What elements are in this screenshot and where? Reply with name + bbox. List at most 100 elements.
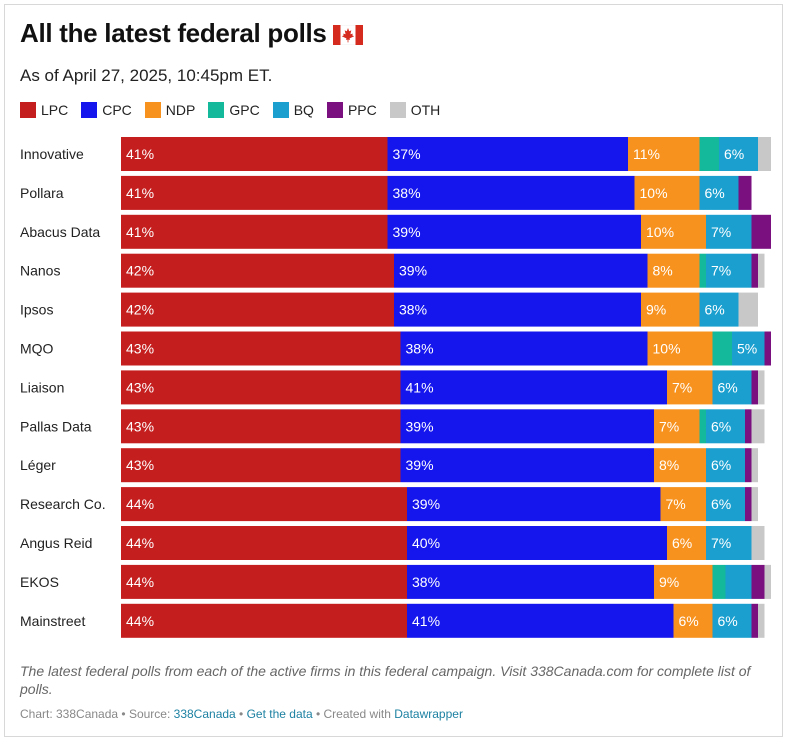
bar-lpc-l-ger <box>121 448 401 483</box>
bar-lpc-innovative <box>121 137 388 171</box>
data-label-lpc-liaison: 43% <box>126 379 154 395</box>
bar-ndp-innovative <box>628 137 700 171</box>
data-label-bq-nanos: 7% <box>711 263 731 279</box>
bar-lpc-mainstreet <box>121 603 407 638</box>
bar-lpc-pallas-data <box>121 409 401 444</box>
legend-label: BQ <box>293 102 314 118</box>
datawrapper-link[interactable]: Datawrapper <box>394 707 463 721</box>
bar-ndp-mainstreet <box>673 603 713 638</box>
bar-lpc-pollara <box>121 175 388 210</box>
category-label-abacus-data: Abacus Data <box>20 224 100 240</box>
bar-bq-mqo <box>732 331 765 366</box>
legend-label: CPC <box>102 102 132 118</box>
footer-separator: • <box>118 707 129 721</box>
source-link[interactable]: 338Canada <box>173 707 236 721</box>
bar-lpc-research-co <box>121 487 407 522</box>
legend-swatch <box>144 102 161 118</box>
bar-ppc-mainstreet <box>751 603 758 638</box>
data-label-ndp-ekos: 9% <box>659 574 679 590</box>
data-label-bq-angus-reid: 7% <box>711 535 731 551</box>
data-label-cpc-liaison: 41% <box>406 379 434 395</box>
data-label-lpc-ipsos: 42% <box>126 302 154 318</box>
data-label-bq-research-co: 6% <box>711 496 731 512</box>
bar-bq-research-co <box>706 487 745 522</box>
data-label-cpc-ekos: 38% <box>412 574 440 590</box>
bar-cpc-angus-reid <box>407 526 667 560</box>
legend-item-bq: BQ <box>272 102 314 118</box>
category-label-innovative: Innovative <box>20 146 84 162</box>
bar-cpc-abacus-data <box>387 214 641 249</box>
legend-label: PPC <box>347 102 377 118</box>
category-label-mainstreet: Mainstreet <box>20 613 85 629</box>
bar-gpc-ekos <box>712 564 726 599</box>
bar-ppc-l-ger <box>745 448 752 483</box>
legend-item-gpc: GPC <box>208 102 260 118</box>
bar-lpc-nanos <box>121 253 394 288</box>
chart-credit: Chart: 338Canada <box>20 707 119 721</box>
bar-ndp-ekos <box>654 564 713 599</box>
created-label: Created with <box>323 707 391 721</box>
data-label-lpc-innovative: 41% <box>126 146 154 162</box>
data-label-cpc-l-ger: 39% <box>406 457 434 473</box>
bar-bq-liaison <box>712 370 752 405</box>
legend-item-cpc: CPC <box>81 102 132 118</box>
bar-bq-ekos <box>725 564 752 599</box>
data-label-ndp-mainstreet: 6% <box>679 613 699 629</box>
bar-ndp-pollara <box>634 175 700 210</box>
data-label-bq-abacus-data: 7% <box>711 224 731 240</box>
bar-oth-innovative <box>758 137 771 171</box>
bar-oth-l-ger <box>751 448 758 483</box>
data-label-lpc-angus-reid: 44% <box>126 535 154 551</box>
bar-gpc-innovative <box>699 137 719 171</box>
data-label-bq-pallas-data: 6% <box>711 418 731 434</box>
bar-ndp-angus-reid <box>667 526 706 560</box>
data-label-bq-l-ger: 6% <box>711 457 731 473</box>
data-label-bq-liaison: 6% <box>718 379 738 395</box>
legend-swatch <box>208 102 225 118</box>
data-label-cpc-pallas-data: 39% <box>406 418 434 434</box>
bar-bq-nanos <box>706 253 752 288</box>
get-data-link[interactable]: Get the data <box>246 707 313 721</box>
bar-cpc-innovative <box>387 137 628 171</box>
data-label-cpc-angus-reid: 40% <box>412 535 440 551</box>
chart-subtitle: As of April 27, 2025, 10:45pm ET. <box>20 66 273 85</box>
bar-cpc-mainstreet <box>407 603 674 638</box>
bar-oth-ekos <box>764 564 771 599</box>
bar-ndp-ipsos <box>641 292 700 327</box>
bar-bq-pallas-data <box>706 409 745 444</box>
bar-ppc-pollara <box>738 175 752 210</box>
data-label-ndp-l-ger: 8% <box>659 457 679 473</box>
bar-lpc-abacus-data <box>121 214 388 249</box>
source-label: Source: <box>128 707 171 721</box>
legend-label: LPC <box>41 102 69 118</box>
bar-gpc-nanos <box>699 253 706 288</box>
data-label-lpc-l-ger: 43% <box>126 457 154 473</box>
category-label-nanos: Nanos <box>20 263 60 279</box>
title-text: All the latest federal polls <box>20 18 327 48</box>
bar-oth-research-co <box>751 487 758 522</box>
data-label-lpc-mqo: 43% <box>126 341 154 357</box>
data-label-lpc-pallas-data: 43% <box>126 418 154 434</box>
legend-item-ndp: NDP <box>144 102 195 118</box>
data-label-bq-innovative: 6% <box>724 146 744 162</box>
category-label-angus-reid: Angus Reid <box>20 535 92 551</box>
bar-bq-innovative <box>719 137 758 171</box>
data-label-bq-pollara: 6% <box>705 185 725 201</box>
bar-ppc-pallas-data <box>745 409 752 444</box>
data-label-cpc-pollara: 38% <box>393 185 421 201</box>
bar-cpc-research-co <box>407 487 661 522</box>
bar-ppc-research-co <box>745 487 752 522</box>
data-label-bq-mqo: 5% <box>737 341 757 357</box>
footer-separator: • <box>312 707 324 721</box>
data-label-lpc-mainstreet: 44% <box>126 613 154 629</box>
bar-lpc-angus-reid <box>121 526 407 560</box>
bar-lpc-mqo <box>121 331 401 366</box>
category-label-liaison: Liaison <box>20 379 64 395</box>
data-label-cpc-research-co: 39% <box>412 496 440 512</box>
category-label-ekos: EKOS <box>20 574 59 590</box>
data-label-lpc-research-co: 44% <box>126 496 154 512</box>
chart-area: Innovative 41% 37% 11% 6% Pollara 41% 38% 10% 6% A… <box>20 137 771 638</box>
data-label-bq-mainstreet: 6% <box>718 613 738 629</box>
bar-lpc-ekos <box>121 564 407 599</box>
data-label-ndp-pollara: 10% <box>640 185 668 201</box>
